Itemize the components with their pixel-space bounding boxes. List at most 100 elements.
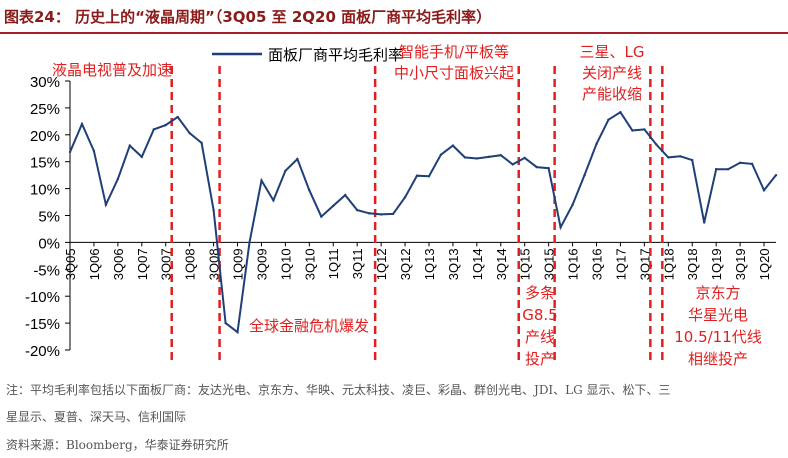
data-point [774,173,778,177]
y-tick-label: 20% [30,128,60,145]
y-tick-label: -5% [33,262,60,279]
data-point [439,153,443,156]
x-tick-label: 1Q10 [278,248,293,280]
data-point [607,118,610,121]
footnote-line-1: 注：平均毛利率包括以下面板厂商：友达光电、京东方、华映、元太科技、凌巨、彩晶、群… [6,383,671,397]
data-point [92,149,96,153]
footnote-line-2: 星显示、夏普、深天马、信利国际 [6,410,187,424]
data-point [224,321,227,325]
y-tick-label: 30% [30,74,60,91]
x-tick-label: 3Q14 [494,248,509,280]
data-point [116,177,120,181]
y-tick-label: 5% [38,209,60,226]
data-point [332,204,335,208]
line-chart: 30% 25% 20% 15% 10% 5% 0% -5% -10% -15% -20% 3Q05 1Q… [25,43,778,368]
event-label: 产能收缩 [582,85,642,103]
data-point [475,157,479,160]
y-tick-label: -15% [25,316,60,333]
x-tick-label: 3Q11 [350,248,365,279]
x-tick-label: 3Q18 [685,248,700,280]
x-tick-label: 1Q16 [566,248,581,280]
data-point [595,142,598,146]
data-point [367,212,371,215]
event-label: 华星光电 [688,306,748,324]
event-label: 液晶电视普及加速 [52,61,172,79]
event-label: 京东方 [695,284,740,302]
x-tick-label: 3Q09 [254,248,269,280]
data-point [703,221,706,224]
data-point [355,208,359,212]
page-title: 图表24： 历史上的“液晶周期”（3Q05 至 2Q20 面板厂商平均毛利率） [4,8,492,26]
event-label: 10.5/11代线 [674,328,762,346]
series-line [69,110,777,335]
data-point [152,128,155,131]
data-point [212,208,215,212]
source-note: 资料来源：Bloomberg，华泰证券研究所 [6,438,229,452]
x-tick-label: 3Q05 [63,248,78,280]
x-tick-label: 3Q16 [590,248,605,280]
x-tick-label: 1Q18 [661,248,676,280]
x-tick-label: 1Q13 [422,248,437,280]
y-tick-label: 0% [38,235,60,252]
x-tick-label: 3Q19 [733,248,748,280]
x-tick-label: 3Q17 [637,248,652,280]
data-point [403,196,407,199]
data-point [415,174,419,177]
data-point [320,215,323,218]
data-point [523,156,526,160]
data-point [714,168,718,171]
data-point [104,203,108,206]
x-tick-label: 1Q09 [231,248,246,280]
event-label: 中小尺寸面板兴起 [394,64,514,82]
data-point [427,175,431,178]
data-point [667,156,670,159]
x-tick-label: 1Q20 [757,248,772,280]
x-tick-label: 3Q15 [542,248,557,280]
data-point [296,157,299,161]
data-point [511,163,514,166]
y-tick-label: 15% [30,155,60,172]
x-tick-label: 3Q13 [446,248,461,280]
data-point [164,123,167,127]
data-point [391,212,395,216]
data-point [547,166,550,170]
event-label: 三星、LG [580,43,645,61]
event-label: G8.5 [522,306,557,324]
y-tick-label: 10% [30,182,60,199]
data-point [344,193,347,197]
data-point [272,199,275,202]
x-tick-label: 3Q06 [111,248,126,280]
x-tick-label: 1Q07 [135,248,150,280]
x-tick-label: 3Q12 [398,248,413,280]
x-tick-label: 1Q15 [518,248,533,280]
data-point [487,155,491,159]
data-point [284,169,287,173]
x-tick-label: 1Q08 [183,248,198,280]
data-point [750,162,754,166]
data-point [176,115,179,119]
x-tick-label: 3Q10 [302,248,317,280]
data-point [679,155,682,158]
data-point [499,154,502,157]
event-label: 相继投产 [688,350,748,368]
y-tick-label: -20% [25,343,60,360]
event-label: 智能手机/平板等 [399,43,509,61]
x-tick-label: 1Q06 [87,248,102,280]
y-tick-label: 25% [30,101,60,118]
data-point [738,161,742,164]
data-point [451,144,455,147]
event-label: 投产 [525,350,555,368]
data-point [308,189,311,192]
data-point [762,189,766,192]
event-label: 关闭产线 [582,64,642,82]
legend-label: 面板厂商平均毛利率 [268,46,403,64]
x-tick-label: 1Q19 [709,248,724,280]
data-point [559,226,562,229]
title-divider [0,32,788,34]
data-point [188,131,191,135]
event-label: 产线 [525,328,555,346]
y-tick-label: -10% [25,289,60,306]
x-tick-label: 1Q17 [613,248,628,280]
data-point [248,241,251,244]
x-tick-label: 3Q07 [159,248,174,280]
